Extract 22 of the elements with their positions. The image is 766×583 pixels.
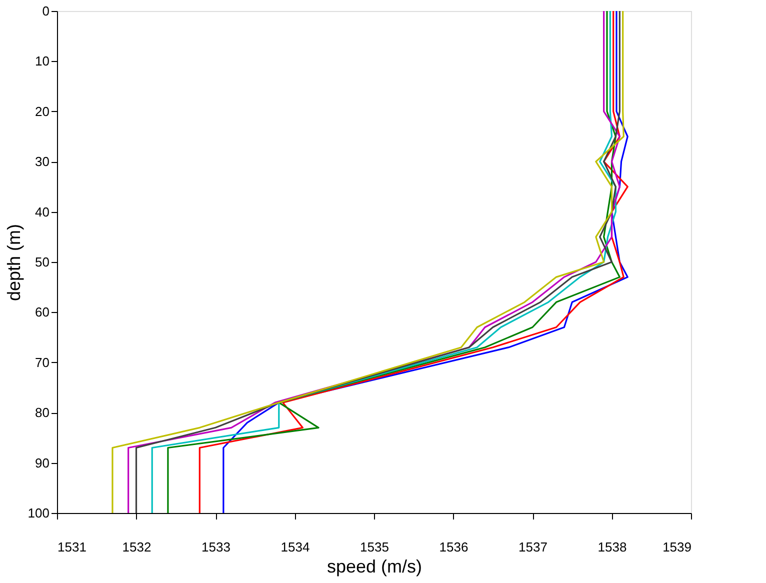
y-tick-label: 40 bbox=[35, 204, 50, 220]
x-tick-label: 1536 bbox=[439, 540, 468, 554]
y-tick-label: 10 bbox=[35, 54, 50, 69]
y-tick-label: 20 bbox=[35, 104, 50, 119]
x-tick-label: 1539 bbox=[662, 540, 692, 554]
x-tick-label: 1535 bbox=[360, 540, 389, 554]
y-tick-label: 80 bbox=[35, 405, 50, 420]
y-tick-label: 70 bbox=[35, 354, 50, 370]
x-tick-label: 1538 bbox=[598, 540, 627, 554]
y-tick-label: 90 bbox=[35, 455, 50, 470]
x-tick-label: 1531 bbox=[58, 540, 86, 554]
y-tick-label: 30 bbox=[35, 154, 50, 170]
y-tick-label: 0 bbox=[42, 4, 50, 18]
y-tick-label: 50 bbox=[35, 254, 50, 270]
x-axis-title: speed (m/s) bbox=[326, 556, 422, 576]
y-tick-label: 60 bbox=[35, 304, 50, 320]
x-tick-label: 1537 bbox=[518, 540, 548, 554]
x-tick-label: 1533 bbox=[202, 540, 230, 554]
y-axis-title: depth (m) bbox=[4, 224, 24, 302]
x-tick-label: 1534 bbox=[280, 540, 310, 554]
x-tick-label: 1532 bbox=[122, 540, 152, 554]
y-tick-label: 100 bbox=[28, 506, 50, 520]
